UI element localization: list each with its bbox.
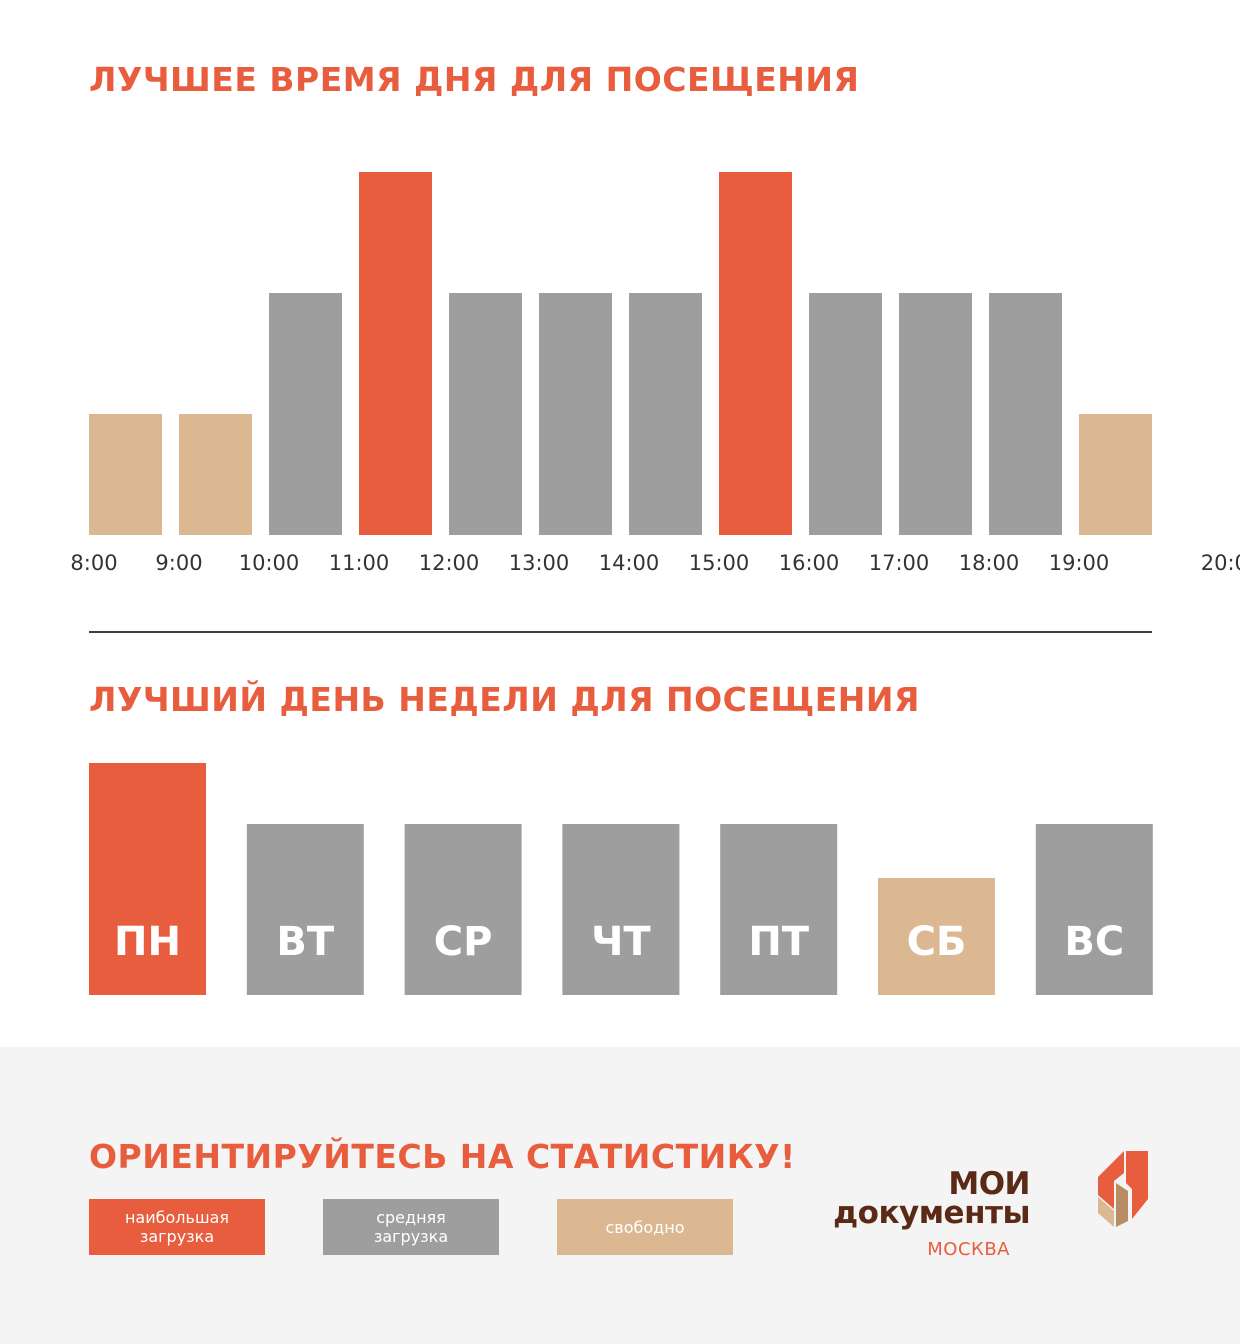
legend-free-label: свободно	[605, 1217, 685, 1237]
hour-tick-label: 13:00	[509, 551, 570, 575]
hour-bar-10	[989, 293, 1062, 535]
hour-bar-7	[719, 172, 792, 535]
hour-bar-8	[809, 293, 882, 535]
weekday-label: СБ	[907, 919, 967, 965]
weekday-label: ЧТ	[591, 919, 651, 965]
legend-medium-load: средняя загрузка	[323, 1199, 499, 1255]
logo-text-line2: документы	[833, 1195, 1030, 1231]
hour-tick-label: 20:00	[1201, 551, 1240, 575]
hour-tick-label: 15:00	[689, 551, 750, 575]
hour-bar-9	[899, 293, 972, 535]
hour-bar-2	[269, 293, 342, 535]
weekday-bar-0	[89, 763, 206, 995]
section-divider	[89, 631, 1152, 633]
hour-tick-label: 9:00	[155, 551, 202, 575]
hour-tick-label: 17:00	[869, 551, 930, 575]
logo-emblem-icon	[1098, 1151, 1148, 1227]
hour-bar-1	[179, 414, 252, 535]
logo-text-line1: МОИ	[948, 1166, 1030, 1202]
legend-high-load: наибольшая загрузка	[89, 1199, 265, 1255]
hour-bar-4	[449, 293, 522, 535]
hour-tick-label: 12:00	[419, 551, 480, 575]
weekday-label: ПН	[114, 919, 181, 965]
weekday-label: ПТ	[748, 919, 809, 965]
weekday-bar-6	[1035, 824, 1153, 995]
weekday-chart: ПН ВТ СР ЧТ ПТ СБ ВС	[89, 763, 1153, 995]
hour-tick-label: 19:00	[1049, 551, 1110, 575]
hour-bar-0	[89, 414, 162, 535]
legend-free: свободно	[557, 1199, 733, 1255]
hour-tick-label: 10:00	[239, 551, 300, 575]
weekday-chart-title: ЛУЧШИЙ ДЕНЬ НЕДЕЛИ ДЛЯ ПОСЕЩЕНИЯ	[89, 680, 920, 719]
weekday-bar-3	[562, 824, 680, 995]
weekday-bar-5	[878, 878, 995, 995]
hour-tick-label: 16:00	[779, 551, 840, 575]
moi-dokumenty-logo: МОИ документы МОСКВА	[833, 1147, 1170, 1267]
hour-tick-label: 18:00	[959, 551, 1020, 575]
hourly-chart: 8:00 9:00 10:00 11:00 12:00 13:00 14:00 15:00 16…	[70, 172, 1240, 575]
weekday-bar-2	[404, 824, 522, 995]
footer-title: ОРИЕНТИРУЙТЕСЬ НА СТАТИСТИКУ!	[89, 1137, 796, 1176]
hourly-chart-title: ЛУЧШЕЕ ВРЕМЯ ДНЯ ДЛЯ ПОСЕЩЕНИЯ	[89, 60, 860, 99]
logo-city: МОСКВА	[927, 1239, 1010, 1260]
weekday-bar-4	[720, 824, 838, 995]
weekday-label: ВТ	[276, 919, 334, 965]
hour-tick-label: 11:00	[329, 551, 390, 575]
hour-bar-3	[359, 172, 432, 535]
footer-panel: ОРИЕНТИРУЙТЕСЬ НА СТАТИСТИКУ! наибольшая…	[0, 1047, 1240, 1344]
legend-high-load-label: наибольшая загрузка	[124, 1208, 230, 1246]
legend-medium-load-label: средняя загрузка	[373, 1208, 449, 1246]
weekday-bar-1	[246, 824, 364, 995]
hour-bar-5	[539, 293, 612, 535]
hour-bar-6	[629, 293, 702, 535]
weekday-label: ВС	[1064, 919, 1124, 965]
hour-tick-label: 8:00	[70, 551, 117, 575]
weekday-label: СР	[434, 919, 493, 965]
hour-tick-label: 14:00	[599, 551, 660, 575]
hour-bar-11	[1079, 414, 1152, 535]
